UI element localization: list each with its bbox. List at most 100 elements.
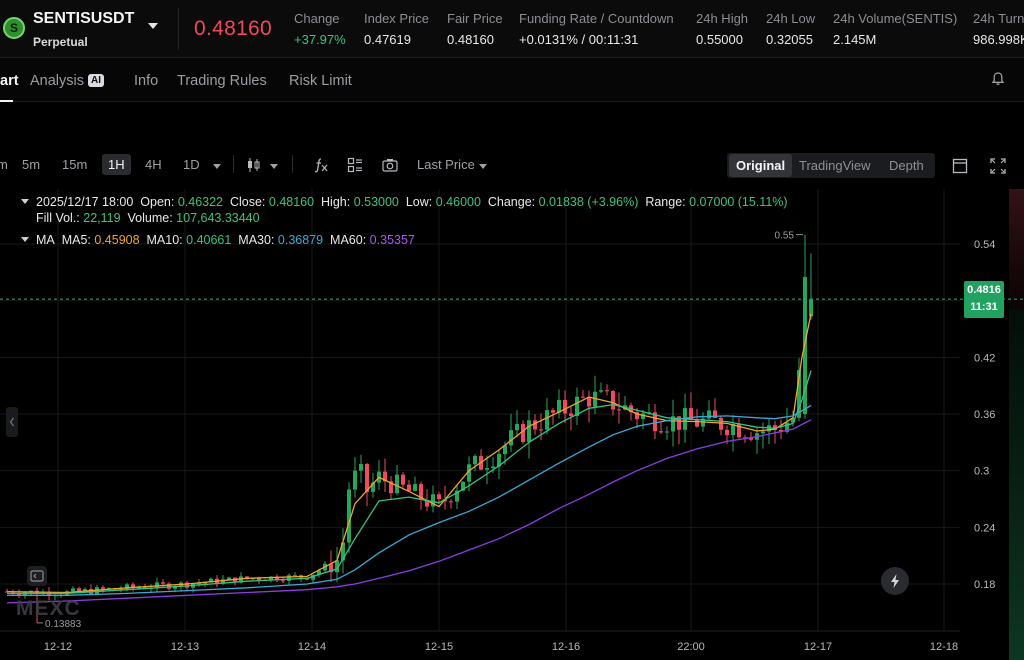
candle-body [287,575,291,581]
candle-body [185,582,189,588]
tab-risk-limit[interactable]: Risk Limit [289,73,352,89]
symbol-name[interactable]: SENTISUSDT [33,10,135,27]
candle-body [695,419,699,427]
x-tick-label: 12-12 [44,641,72,653]
view-depth[interactable]: Depth [889,158,924,173]
candle-body [563,399,567,414]
stat-fair-price: Fair Price 0.48160 [447,11,503,47]
candle-body [119,588,123,590]
candle [347,482,351,553]
candle [539,413,543,441]
candle-body [809,299,813,317]
candle-body [731,424,735,436]
candlestick-chart[interactable]: 0.540.480.420.360.30.240.1812-1212-1312-… [0,189,1024,660]
tab-trading-rules[interactable]: Trading Rules [177,73,267,89]
chevron-down-icon[interactable] [148,23,158,29]
candle [749,431,753,442]
candle-body [281,580,285,582]
candle-body [485,468,489,470]
x-tick-label: 12-16 [552,641,580,653]
candle [755,427,759,454]
interval-1h[interactable]: 1H [102,154,131,175]
tab-analysis[interactable]: Analysis AI [30,73,104,89]
bell-icon[interactable] [991,72,1005,86]
indicator-grid-icon[interactable] [347,157,363,173]
volume-legend: Fill Vol.: 22,119 Volume: 107,643.33440 [36,211,260,225]
flash-trade-button[interactable] [881,567,909,595]
candle [617,392,621,424]
candle-body [155,582,159,589]
chart-type-chevron-icon[interactable] [270,164,278,169]
chart-canvas[interactable]: 0.540.480.420.360.30.240.1812-1212-1312-… [0,189,1024,660]
price-type-select[interactable]: Last Price [417,157,475,172]
candle-body [407,484,411,491]
ma-line-ma5 [6,313,812,594]
mexc-watermark: MEXC [16,597,81,620]
candle [329,550,333,582]
divider [233,155,234,173]
candle-body [395,474,399,494]
candle-body [557,399,561,413]
candle [545,397,549,435]
interval-4h[interactable]: 4H [145,157,162,172]
stat-24h-low: 24h Low 0.32055 [766,11,816,47]
interval-1m[interactable]: m [0,157,8,172]
candle [653,404,657,440]
window-icon[interactable] [952,158,968,174]
candle [737,418,741,439]
price-type-chevron-icon[interactable] [479,164,487,169]
candle-body [269,576,273,581]
candle [167,582,171,591]
candle-body [83,589,87,592]
candle-body [245,576,249,579]
camera-icon[interactable] [382,158,398,172]
candle [515,410,519,438]
interval-15m[interactable]: 15m [62,157,88,172]
candle-body [11,591,15,594]
active-tab-indicator [0,100,13,102]
candle [779,419,783,440]
candle [533,414,537,435]
candle [293,572,297,577]
candle [599,382,603,394]
candle-body [353,470,357,490]
candle [713,398,717,419]
candle-body [167,583,171,589]
last-price: 0.48160 [194,17,273,40]
candle [527,410,531,459]
more-intervals-chevron-icon[interactable] [213,164,221,169]
candle-body [551,410,555,413]
scroll-to-start-icon[interactable] [27,566,47,586]
stat-index-price: Index Price 0.47619 [364,11,430,47]
ma-line-ma10 [7,370,812,595]
y-tick-label: 0.36 [974,409,995,421]
candle-body [533,420,537,430]
candle [551,407,555,425]
collapse-chevron-icon[interactable] [21,199,29,204]
candle-body [569,413,573,417]
candlestick-icon[interactable] [247,157,261,173]
candle [413,476,417,492]
candle [605,384,609,396]
candle-body [461,481,465,491]
collapse-chevron-icon[interactable] [21,237,29,242]
candle [563,390,567,424]
fullscreen-icon[interactable] [990,158,1006,174]
x-tick-label: 22:00 [677,641,705,653]
left-panel-handle[interactable] [6,407,18,437]
candle-body [671,416,675,432]
view-original[interactable]: Original [729,154,793,177]
tab-info[interactable]: Info [134,73,159,89]
candle-body [173,586,177,589]
formula-icon[interactable] [313,157,329,173]
candle-body [389,481,393,494]
interval-5m[interactable]: 5m [22,157,41,172]
candle-body [329,563,333,573]
interval-1d[interactable]: 1D [183,157,200,172]
tab-chart[interactable]: art [0,73,19,89]
candle-body [785,422,789,432]
candle [725,425,729,444]
view-tradingview[interactable]: TradingView [799,158,871,173]
candle [581,390,585,399]
candle [449,498,453,509]
